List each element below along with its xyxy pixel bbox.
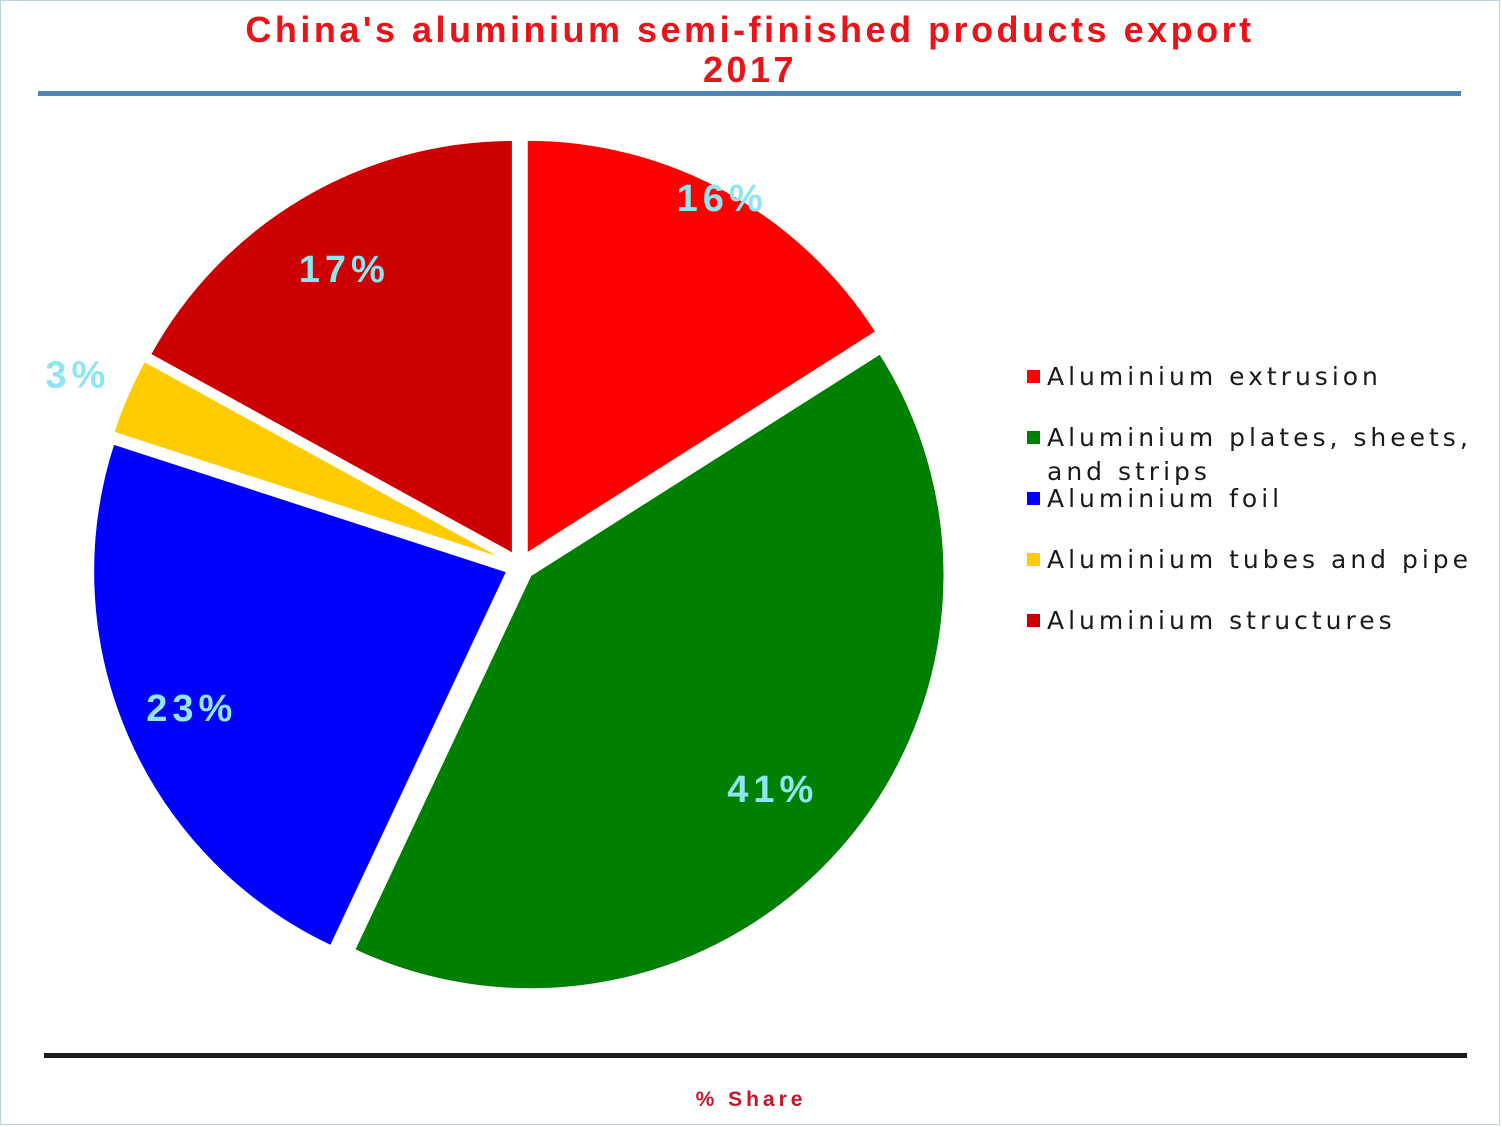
chart-footer: % Share xyxy=(695,1088,807,1111)
footer-divider xyxy=(44,1053,1467,1058)
pie-slice-label: 41% xyxy=(727,769,818,811)
pie-slice-label: 23% xyxy=(146,688,237,730)
chart-title: China's aluminium semi-finished products… xyxy=(60,10,1440,90)
legend-swatch xyxy=(1027,553,1040,566)
legend-swatch xyxy=(1027,614,1040,627)
legend-label: Aluminium extrusion xyxy=(1047,362,1382,391)
chart-title-line-1: China's aluminium semi-finished products… xyxy=(245,9,1255,50)
legend-label: Aluminium structures xyxy=(1047,606,1396,635)
legend-swatch xyxy=(1027,370,1040,383)
chart-title-line-2: 2017 xyxy=(702,49,798,90)
legend-swatch xyxy=(1027,431,1040,444)
pie-slice-label: 17% xyxy=(299,249,390,291)
pie-slice-aluminium-extrusion xyxy=(525,138,878,556)
pie-slice-aluminium-tubes-and-pipe xyxy=(112,359,508,562)
pie-slice-aluminium-plates-sheets-and-strips xyxy=(352,352,946,991)
legend-label: Aluminium foil xyxy=(1047,484,1284,513)
title-divider xyxy=(38,91,1461,96)
pie-slice-aluminium-structures xyxy=(148,138,514,556)
legend-swatch xyxy=(1027,492,1040,505)
pie-slice-label: 3% xyxy=(45,355,110,397)
pie-slice-aluminium-foil xyxy=(92,442,509,948)
pie-slice-label: 16% xyxy=(677,178,768,220)
legend-label: Aluminium tubes and pipe xyxy=(1047,545,1473,574)
legend-label: Aluminium plates, sheets, and strips xyxy=(1047,423,1472,486)
